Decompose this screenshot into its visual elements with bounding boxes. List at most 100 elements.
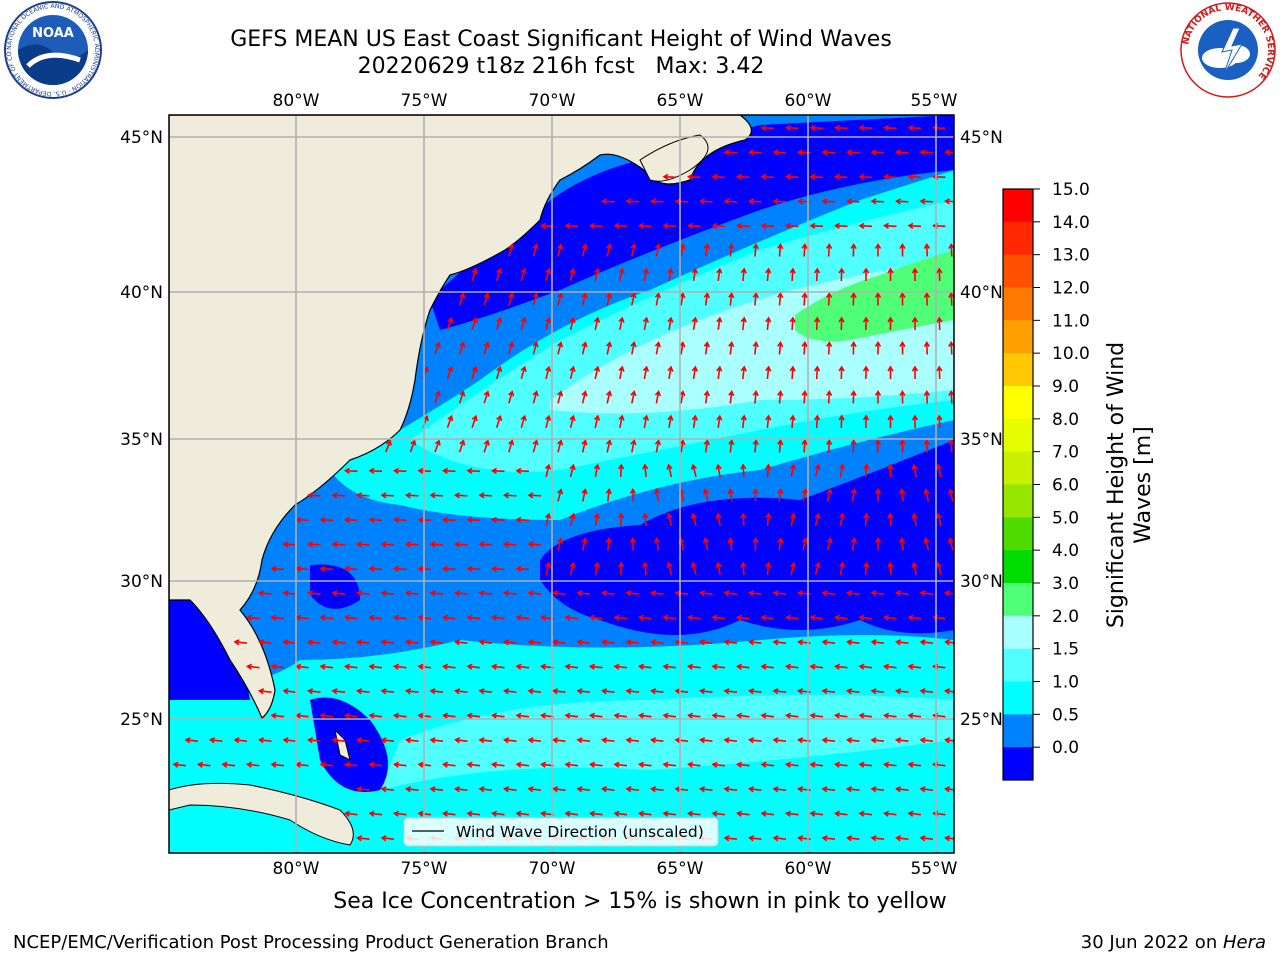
wave-direction-arrow — [557, 292, 564, 306]
colorbar-tick-label: 13.0 — [1052, 246, 1090, 266]
lon-label: 70°W — [529, 859, 576, 879]
wave-direction-arrow — [674, 590, 689, 597]
colorbar-segment — [1003, 484, 1033, 518]
svg-text:NOAA: NOAA — [32, 26, 74, 41]
wave-direction-arrow — [935, 512, 942, 527]
wave-direction-arrow — [625, 639, 640, 646]
wave-direction-arrow — [838, 414, 845, 429]
wave-direction-arrow — [355, 541, 370, 548]
wave-direction-arrow — [458, 292, 466, 306]
wave-direction-arrow — [789, 463, 797, 478]
land-nova-scotia — [639, 134, 709, 182]
wave-direction-arrow — [429, 688, 444, 695]
colorbar-tick-label: 6.0 — [1052, 476, 1079, 496]
wave-direction-arrow — [368, 614, 383, 621]
wave-direction-arrow — [417, 614, 432, 621]
wave-direction-arrow — [943, 737, 954, 744]
wave-direction-arrow — [919, 149, 934, 156]
wave-direction-arrow — [907, 712, 922, 719]
wave-direction-arrow — [617, 463, 625, 478]
wave-direction-arrow — [508, 439, 515, 453]
wave-direction-arrow — [527, 590, 542, 597]
wave-direction-arrow — [698, 198, 713, 205]
lon-label: 60°W — [785, 91, 832, 111]
wave-direction-arrow — [662, 222, 677, 230]
wave-direction-arrow — [527, 492, 542, 499]
lon-labels-bottom: 80°W 75°W 70°W 65°W 60°W 55°W — [273, 859, 958, 879]
wave-direction-arrow — [618, 316, 625, 331]
wave-direction-arrow — [723, 590, 738, 597]
wave-direction-arrow — [919, 639, 934, 646]
wave-direction-arrow — [458, 341, 466, 355]
lon-label: 75°W — [401, 859, 448, 879]
wave-direction-arrow — [809, 712, 824, 719]
wave-direction-arrow — [728, 389, 735, 404]
wave-direction-arrow — [821, 835, 836, 842]
wave-direction-arrow — [882, 222, 897, 230]
wave-direction-arrow — [441, 810, 456, 817]
wave-direction-arrow — [838, 561, 846, 576]
colorbar-tick-label: 15.0 — [1052, 180, 1090, 200]
wave-direction-arrow — [343, 712, 358, 719]
wave-direction-arrow — [777, 340, 784, 355]
wave-direction-arrow — [723, 786, 738, 793]
wave-direction-arrow — [874, 536, 882, 551]
wave-direction-arrow — [765, 267, 772, 282]
footer-date: 30 Jun 2022 on Hera — [1081, 932, 1266, 953]
wave-direction-arrow — [735, 810, 750, 817]
wave-direction-arrow — [686, 222, 701, 230]
wave-direction-arrow — [703, 439, 711, 453]
wave-direction-arrow — [429, 737, 444, 744]
wave-direction-arrow — [943, 835, 954, 842]
wave-direction-arrow — [894, 737, 909, 744]
wave-direction-arrow — [863, 463, 870, 478]
colorbar-label-line2: Waves [m] — [1131, 426, 1156, 543]
wave-direction-arrow — [850, 291, 857, 306]
wave-direction-arrow — [331, 541, 346, 548]
wave-direction-arrow — [833, 222, 848, 230]
wave-direction-arrow — [679, 341, 686, 355]
wave-direction-arrow — [653, 488, 661, 502]
wave-direction-arrow — [760, 810, 775, 817]
wave-direction-arrow — [257, 737, 272, 744]
colorbar-segment — [1003, 418, 1033, 453]
wave-direction-arrow — [569, 267, 576, 281]
wave-direction-arrow — [919, 737, 934, 744]
wave-direction-arrow — [466, 761, 481, 768]
wave-direction-arrow — [919, 786, 934, 793]
wave-direction-arrow — [564, 761, 579, 768]
wave-direction-arrow — [838, 316, 845, 331]
wave-direction-arrow — [814, 561, 821, 576]
wave-direction-arrow — [882, 124, 897, 132]
wave-direction-arrow — [446, 414, 454, 428]
wave-direction-arrow — [588, 761, 603, 768]
wave-direction-arrow — [343, 565, 358, 573]
wave-direction-arrow — [821, 737, 836, 744]
wave-direction-arrow — [551, 737, 566, 744]
wave-direction-arrow — [943, 639, 954, 646]
lon-label: 80°W — [273, 859, 320, 879]
lon-labels-top: 80°W 75°W 70°W 65°W 60°W 55°W — [273, 91, 958, 111]
wave-direction-arrow — [752, 340, 759, 355]
wave-direction-arrow — [392, 810, 407, 817]
wave-direction-arrow — [777, 537, 784, 551]
wave-direction-arrow — [765, 512, 772, 527]
wave-direction-arrow — [728, 242, 735, 257]
wave-direction-arrow — [515, 810, 530, 817]
wave-direction-arrow — [478, 492, 493, 499]
wave-direction-arrow — [919, 835, 934, 842]
wave-direction-arrow — [789, 365, 796, 380]
wave-direction-arrow — [654, 439, 662, 453]
wave-direction-arrow — [899, 340, 906, 355]
wave-direction-arrow — [642, 561, 649, 576]
colorbar-tick-label: 1.0 — [1052, 673, 1079, 693]
wave-direction-arrow — [686, 614, 701, 621]
wave-direction-arrow — [441, 565, 456, 573]
wave-direction-arrow — [715, 463, 722, 478]
wave-direction-arrow — [850, 242, 857, 257]
wave-direction-arrow — [870, 149, 885, 156]
wave-direction-arrow — [760, 761, 775, 768]
wave-direction-arrow — [772, 737, 787, 744]
wave-direction-arrow — [948, 438, 954, 453]
wave-direction-arrow — [557, 390, 564, 404]
